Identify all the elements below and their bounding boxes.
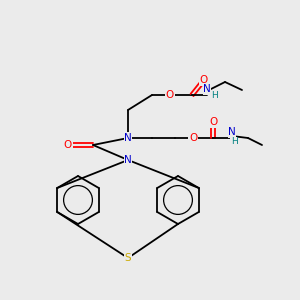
Text: O: O — [209, 117, 217, 127]
Text: N: N — [203, 84, 211, 94]
Text: N: N — [124, 133, 132, 143]
Text: S: S — [125, 253, 131, 263]
Text: N: N — [124, 155, 132, 165]
Text: O: O — [64, 140, 72, 150]
Text: O: O — [166, 90, 174, 100]
Text: H: H — [231, 137, 237, 146]
Text: O: O — [189, 133, 197, 143]
Text: N: N — [228, 127, 236, 137]
Text: H: H — [211, 91, 218, 100]
Text: O: O — [200, 75, 208, 85]
